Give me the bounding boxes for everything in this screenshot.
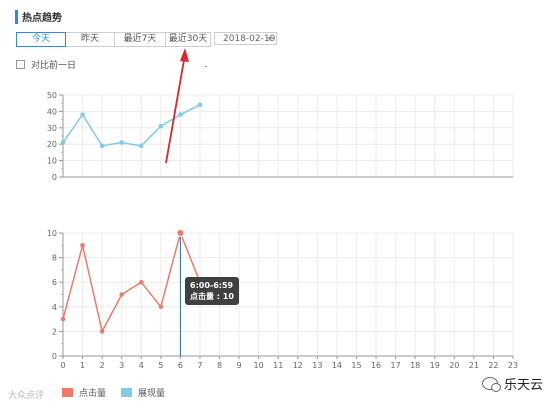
clicks-xtick-label: 0 <box>60 361 65 370</box>
clicks-xtick-label: 22 <box>488 361 498 370</box>
impressions-data-point <box>138 143 144 149</box>
legend-item-clicks[interactable]: 点击量 <box>62 386 106 399</box>
compare-label: 对比前一日 <box>31 61 77 71</box>
clicks-series-line <box>62 230 201 334</box>
compare-previous-day[interactable]: 对比前一日 <box>16 58 76 71</box>
clicks-xtick-label: 3 <box>119 361 124 370</box>
clicks-xtick-label: 10 <box>254 361 264 370</box>
clicks-xtick-label: 7 <box>197 361 202 370</box>
impressions-data-point <box>60 140 66 145</box>
clicks-xtick-label: 6 <box>178 361 183 370</box>
section-title: 热点趋势 <box>22 13 62 24</box>
impressions-series-line <box>62 104 201 147</box>
clicks-data-point <box>158 304 164 310</box>
clicks-ytick-label: 10 <box>47 229 57 238</box>
clicks-xtick-label: 19 <box>430 361 440 370</box>
wechat-icon <box>482 377 501 392</box>
compare-checkbox[interactable] <box>16 60 25 69</box>
clicks-ytick-label: 0 <box>52 352 57 361</box>
impressions-ytick-label: 50 <box>47 91 57 100</box>
legend-item-impressions[interactable]: 展现量 <box>121 386 165 399</box>
clicks-data-point <box>80 243 85 248</box>
clicks-xtick-label: 12 <box>293 361 303 370</box>
clicks-xtick-label: 14 <box>332 361 342 370</box>
impressions-chart: 0 10 20 30 40 50 <box>47 91 514 182</box>
clicks-xtick-label: 8 <box>217 361 222 370</box>
watermark-right-text: 乐天云 <box>504 378 544 393</box>
impressions-ytick-label: 30 <box>47 124 57 133</box>
legend-label-clicks: 点击量 <box>79 389 107 399</box>
impressions-ytick-label: 10 <box>47 157 57 166</box>
clicks-ytick-label: 2 <box>52 327 57 336</box>
clicks-ytick-label: 6 <box>52 278 57 287</box>
clicks-xtick-label: 13 <box>312 361 322 370</box>
clicks-data-point <box>60 316 66 322</box>
clicks-xtick-label: 18 <box>410 361 420 370</box>
red-arrow-shaft <box>165 59 185 164</box>
impressions-ytick-label: 20 <box>47 140 57 149</box>
tooltip-time: 6:00-6:59 <box>190 281 234 290</box>
tab-today[interactable]: 今天 <box>16 32 66 47</box>
red-arrow-head <box>180 48 189 62</box>
clicks-xtick-label: 4 <box>139 361 144 370</box>
hover-point <box>176 229 185 237</box>
clicks-xtick-label: 9 <box>237 361 242 370</box>
clicks-xtick-label: 21 <box>469 361 479 370</box>
tab-last-30-days[interactable]: 最近30天 <box>166 32 211 47</box>
legend-swatch-clicks <box>62 388 73 397</box>
impressions-ytick-label: 40 <box>47 107 57 116</box>
clicks-ytick-label: 8 <box>52 254 57 263</box>
tab-last-7-days[interactable]: 最近7天 <box>115 32 166 47</box>
chevron-down-icon <box>267 37 273 41</box>
annotation-layer <box>165 48 189 164</box>
chart-tooltip: 6:00-6:59 点击量 : 10 <box>185 277 239 305</box>
impressions-data-point <box>80 112 85 117</box>
clicks-xtick-label: 17 <box>391 361 401 370</box>
date-select-value: 2018-02-19 <box>223 34 276 44</box>
tab-yesterday[interactable]: 昨天 <box>66 32 115 47</box>
clicks-xtick-label: 2 <box>100 361 105 370</box>
impressions-data-point <box>158 123 164 129</box>
clicks-data-point <box>119 292 124 297</box>
watermark-right: 乐天云 <box>482 374 543 393</box>
date-select[interactable]: 2018-02-19 <box>214 32 277 45</box>
watermark-left: 大众点评 <box>8 391 45 401</box>
clicks-xtick-label: 5 <box>158 361 163 370</box>
impressions-ytick-label: 0 <box>52 173 57 182</box>
clicks-xtick-label: 15 <box>351 361 361 370</box>
legend-swatch-impressions <box>121 388 132 397</box>
impressions-data-point <box>119 140 124 145</box>
time-range-tabs: 今天 昨天 最近7天 最近30天 <box>16 32 211 47</box>
clicks-xtick-label: 1 <box>80 361 85 370</box>
clicks-xtick-label: 20 <box>449 361 459 370</box>
clicks-ytick-label: 4 <box>52 303 57 312</box>
clicks-xtick-label: 11 <box>273 361 283 370</box>
section-accent-bar <box>15 10 18 24</box>
clicks-data-point <box>138 279 144 285</box>
tooltip-value: 点击量 : 10 <box>190 292 234 301</box>
clicks-xtick-label: 23 <box>508 361 518 370</box>
impressions-data-point <box>197 102 203 108</box>
impressions-data-point <box>99 143 105 149</box>
stray-dot <box>205 66 207 67</box>
legend-label-impressions: 展现量 <box>138 389 166 399</box>
impressions-data-point <box>178 112 183 117</box>
clicks-xtick-label: 16 <box>371 361 381 370</box>
clicks-data-point <box>99 329 105 334</box>
